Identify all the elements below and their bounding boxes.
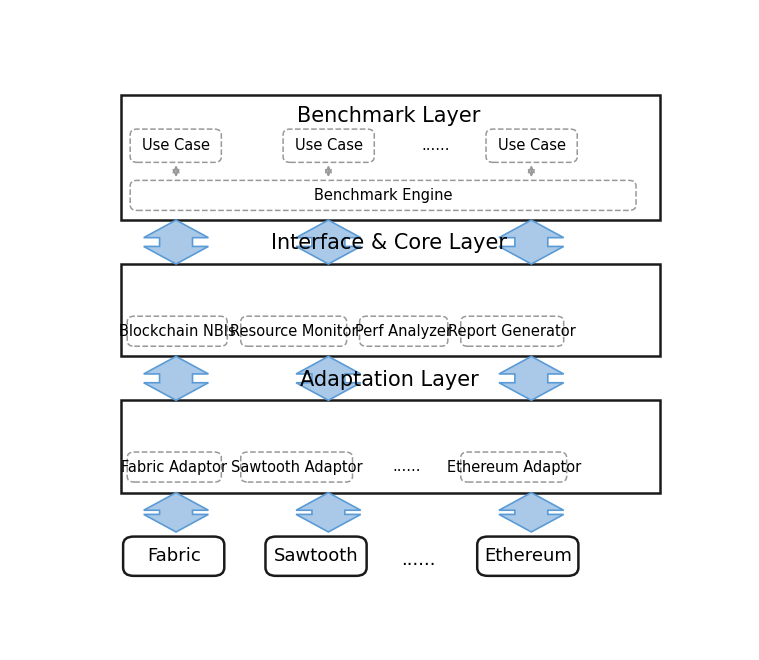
- Bar: [121, 400, 660, 492]
- Text: Use Case: Use Case: [498, 138, 565, 153]
- FancyBboxPatch shape: [241, 316, 347, 346]
- Text: Benchmark Layer: Benchmark Layer: [298, 106, 480, 126]
- Polygon shape: [499, 492, 564, 532]
- FancyBboxPatch shape: [360, 316, 448, 346]
- Bar: [121, 96, 660, 220]
- Text: Ethereum Adaptor: Ethereum Adaptor: [446, 459, 581, 475]
- Text: Benchmark Engine: Benchmark Engine: [314, 188, 452, 203]
- Polygon shape: [143, 356, 209, 400]
- FancyBboxPatch shape: [131, 180, 636, 211]
- Text: Fabric: Fabric: [146, 547, 200, 565]
- Text: Sawtooth: Sawtooth: [274, 547, 358, 565]
- Text: Report Generator: Report Generator: [449, 323, 576, 339]
- Text: ......: ......: [402, 550, 436, 569]
- FancyBboxPatch shape: [241, 452, 352, 482]
- FancyBboxPatch shape: [128, 316, 227, 346]
- FancyBboxPatch shape: [461, 452, 567, 482]
- FancyBboxPatch shape: [477, 537, 578, 576]
- FancyBboxPatch shape: [266, 537, 367, 576]
- Text: Interface & Core Layer: Interface & Core Layer: [271, 233, 507, 253]
- Polygon shape: [296, 492, 361, 532]
- Text: Blockchain NBIs: Blockchain NBIs: [119, 323, 235, 339]
- Text: Ethereum: Ethereum: [484, 547, 572, 565]
- FancyBboxPatch shape: [461, 316, 564, 346]
- Text: Adaptation Layer: Adaptation Layer: [300, 370, 478, 389]
- FancyBboxPatch shape: [128, 452, 222, 482]
- Polygon shape: [143, 220, 209, 264]
- Text: Use Case: Use Case: [294, 138, 363, 153]
- Text: Use Case: Use Case: [142, 138, 209, 153]
- Text: Resource Monitor: Resource Monitor: [230, 323, 357, 339]
- Text: Sawtooth Adaptor: Sawtooth Adaptor: [231, 459, 363, 475]
- Text: Fabric Adaptor: Fabric Adaptor: [121, 459, 227, 475]
- FancyBboxPatch shape: [283, 129, 374, 162]
- Text: ......: ......: [422, 138, 450, 152]
- Polygon shape: [499, 220, 564, 264]
- Text: Perf Analyzer: Perf Analyzer: [355, 323, 452, 339]
- Text: ......: ......: [392, 459, 421, 475]
- FancyBboxPatch shape: [486, 129, 578, 162]
- Bar: [121, 264, 660, 356]
- Polygon shape: [499, 356, 564, 400]
- FancyBboxPatch shape: [131, 129, 222, 162]
- Polygon shape: [296, 220, 361, 264]
- Polygon shape: [143, 492, 209, 532]
- Polygon shape: [296, 356, 361, 400]
- FancyBboxPatch shape: [123, 537, 225, 576]
